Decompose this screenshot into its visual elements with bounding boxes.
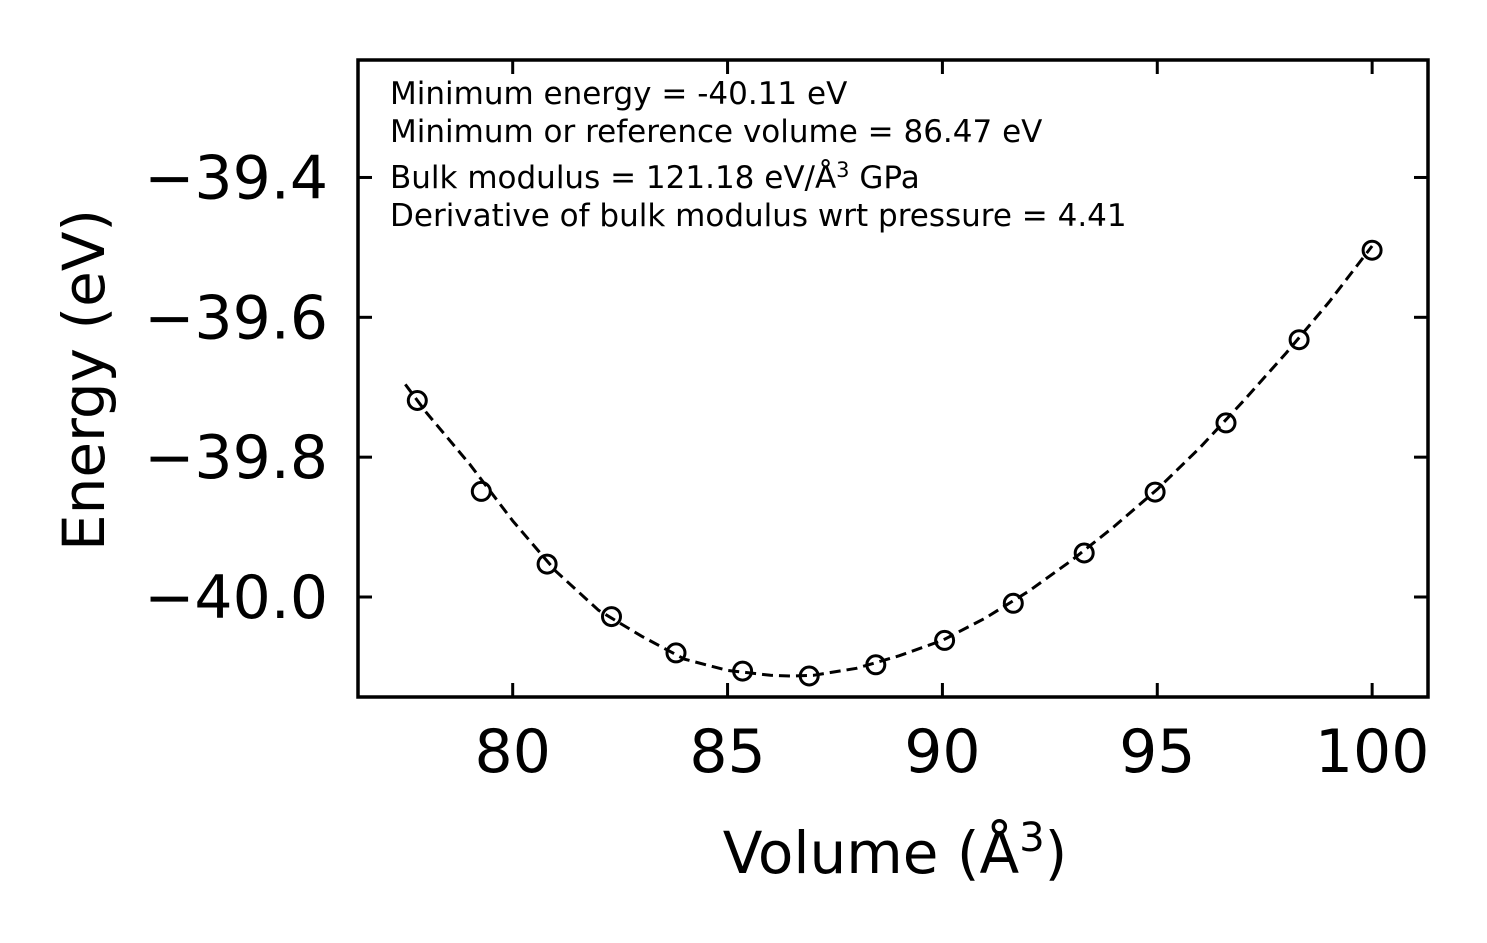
annotation-bulk-derivative: Derivative of bulk modulus wrt pressure …	[390, 198, 1127, 234]
x-axis-title-main: Volume (Å	[723, 818, 1020, 887]
data-point	[470, 480, 492, 502]
annotation-bulk-modulus-end: GPa	[850, 160, 920, 196]
y-tick-label: −40.0	[144, 563, 328, 633]
annotation-bulk-modulus: Bulk modulus = 121.18 eV/Å3 GPa	[390, 158, 920, 196]
data-point	[732, 660, 754, 682]
data-point	[1144, 481, 1166, 503]
y-tick-label: −39.4	[144, 143, 328, 213]
y-tick-label: −39.8	[144, 423, 328, 493]
data-point	[1073, 542, 1095, 564]
plot-area	[404, 239, 1383, 687]
data-point	[865, 654, 887, 676]
x-tick-label: 80	[475, 717, 551, 787]
plot-frame	[356, 58, 1430, 699]
y-axis-title: Energy (eV)	[50, 209, 118, 551]
x-axis-title: Volume (Å3)	[723, 815, 1068, 887]
x-tick-label: 90	[904, 717, 980, 787]
axis-ticks: 80 85 90 95 100 −40.0 −39.8 −39.6 −39.4	[144, 60, 1429, 787]
data-point	[536, 553, 558, 575]
data-point	[665, 642, 687, 664]
data-point	[601, 606, 622, 628]
x-axis-title-end: )	[1045, 819, 1068, 887]
fit-curve	[404, 245, 1374, 678]
data-point	[934, 629, 956, 651]
annotation-ref-volume: Minimum or reference volume = 86.47 eV	[390, 114, 1042, 150]
data-point	[1361, 239, 1383, 261]
x-axis-title-sup: 3	[1019, 815, 1044, 861]
data-point	[1288, 329, 1310, 351]
annotation-min-energy: Minimum energy = -40.11 eV	[390, 76, 847, 112]
x-tick-label: 85	[689, 717, 765, 787]
x-tick-label: 95	[1119, 717, 1195, 787]
y-tick-label: −39.6	[144, 283, 328, 353]
data-point	[1002, 592, 1024, 614]
annotation-bulk-modulus-main: Bulk modulus = 121.18 eV/Å	[390, 160, 836, 196]
data-point	[406, 390, 428, 411]
data-point	[798, 665, 820, 687]
annotation-bulk-modulus-sup: 3	[836, 158, 849, 182]
data-point	[1215, 412, 1237, 434]
x-tick-label: 100	[1315, 717, 1430, 787]
